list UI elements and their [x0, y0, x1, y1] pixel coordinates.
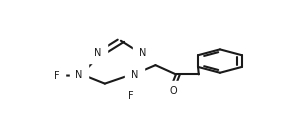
Text: O: O: [170, 86, 177, 96]
Text: N: N: [75, 70, 83, 80]
Text: N: N: [139, 48, 146, 58]
Text: N: N: [131, 70, 138, 80]
Text: N: N: [94, 48, 101, 58]
Text: F: F: [128, 91, 134, 101]
Text: F: F: [54, 71, 60, 81]
